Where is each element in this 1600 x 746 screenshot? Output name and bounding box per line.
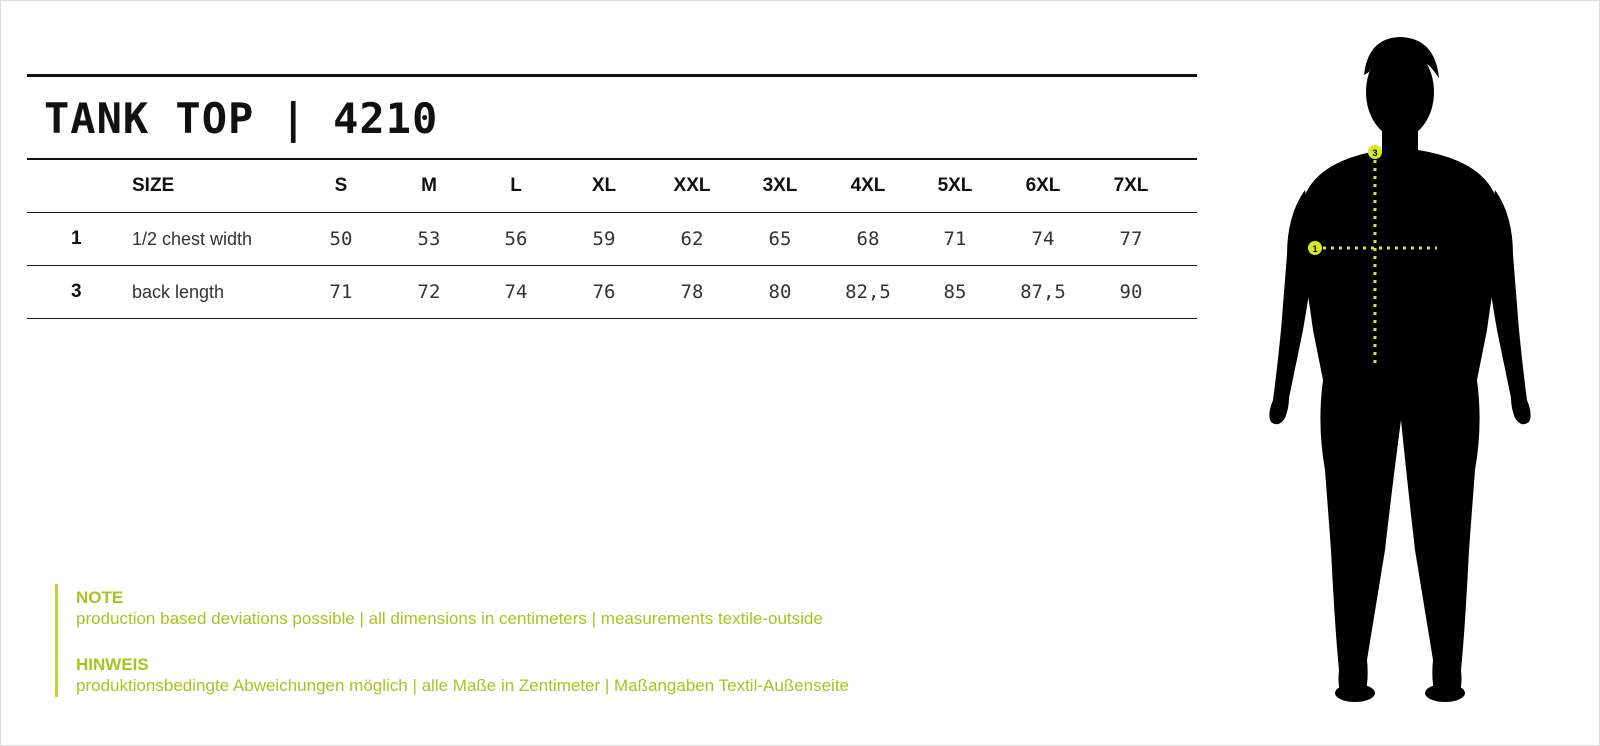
size-col-4xl: 4XL	[850, 175, 886, 196]
table-cell: 77	[1119, 228, 1143, 250]
top-rule	[27, 74, 1197, 77]
table-cell: 80	[768, 281, 792, 303]
size-header-row: SIZE S M L XL XXL 3XL 4XL 5XL 6XL 7XL	[27, 160, 1197, 213]
table-cell: 78	[680, 281, 704, 303]
marker-1-label: 1	[1312, 244, 1317, 254]
size-col-s: S	[334, 175, 348, 196]
table-cell: 74	[504, 281, 528, 303]
page-title: TANK TOP | 4210	[44, 94, 439, 143]
table-cell: 56	[504, 228, 528, 250]
table-cell: 68	[856, 228, 880, 250]
note-heading: NOTE	[76, 588, 124, 607]
table-cell: 82,5	[845, 281, 891, 303]
notes-accent-bar	[55, 584, 58, 697]
body-shape	[1269, 37, 1531, 702]
row-number: 1	[71, 228, 82, 249]
note-block-de: HINWEIS produktionsbedingte Abweichungen…	[76, 655, 849, 697]
size-col-3xl: 3XL	[762, 175, 798, 196]
marker-3-circle	[1368, 145, 1382, 159]
note-heading: HINWEIS	[76, 655, 149, 674]
table-cell: 71	[329, 281, 353, 303]
size-col-xxl: XXL	[673, 175, 711, 196]
table-cell: 59	[592, 228, 616, 250]
table-cell: 74	[1031, 228, 1055, 250]
table-cell: 87,5	[1020, 281, 1066, 303]
size-col-l: L	[510, 175, 522, 196]
size-col-6xl: 6XL	[1025, 175, 1061, 196]
note-text: produktionsbedingte Abweichungen möglich…	[76, 676, 850, 695]
table-cell: 50	[329, 228, 353, 250]
table-cell: 90	[1119, 281, 1143, 303]
size-table: SIZE S M L XL XXL 3XL 4XL 5XL 6XL 7XL 1 …	[27, 160, 1197, 319]
size-col-xl: XL	[591, 175, 617, 196]
marker-3-label: 3	[1372, 148, 1377, 158]
table-cell: 72	[417, 281, 441, 303]
row-label: back length	[132, 282, 225, 302]
table-cell: 62	[680, 228, 704, 250]
table-cell: 85	[943, 281, 967, 303]
table-cell: 71	[943, 228, 967, 250]
table-cell: 53	[417, 228, 441, 250]
table-row: 1 1/2 chest width 50 53 56 59 62 65 68 7…	[27, 213, 1197, 266]
marker-1-circle	[1308, 241, 1322, 255]
note-block-en: NOTE production based deviations possibl…	[76, 588, 823, 630]
size-header-label: SIZE	[132, 175, 175, 196]
size-col-5xl: 5XL	[937, 175, 973, 196]
row-label: 1/2 chest width	[132, 229, 253, 249]
size-col-m: M	[421, 175, 437, 196]
table-cell: 65	[768, 228, 792, 250]
row-number: 3	[71, 281, 82, 302]
table-row: 3 back length 71 72 74 76 78 80 82,5 85 …	[27, 266, 1197, 319]
body-silhouette: 3 1	[1269, 37, 1531, 702]
note-text: production based deviations possible | a…	[76, 609, 823, 628]
size-col-7xl: 7XL	[1113, 175, 1149, 196]
table-cell: 76	[592, 281, 616, 303]
title-rule	[27, 158, 1197, 160]
